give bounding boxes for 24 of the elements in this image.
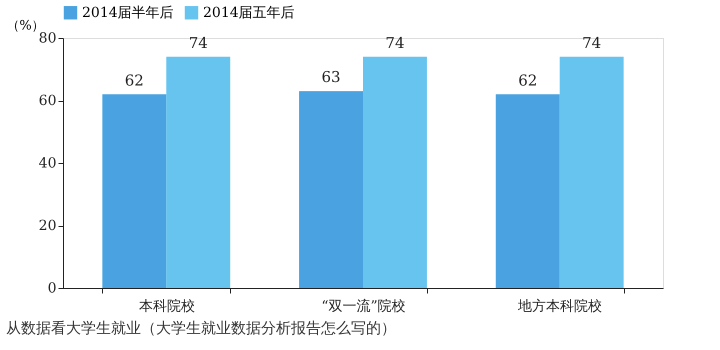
y-tick-label: 20 xyxy=(38,218,56,234)
bar xyxy=(102,94,166,288)
y-tick-label: 80 xyxy=(38,30,56,46)
data-label: 62 xyxy=(518,71,538,90)
legend-label: 2014届五年后 xyxy=(203,4,295,21)
bar xyxy=(363,56,427,288)
legend-label: 2014届半年后 xyxy=(82,4,174,21)
bar xyxy=(166,56,230,288)
x-tick-label: “双一流”院校 xyxy=(321,298,406,314)
data-label: 74 xyxy=(582,34,602,52)
x-tick-label: 地方本科院校 xyxy=(517,298,602,314)
y-tick-label: 0 xyxy=(48,280,56,296)
data-label: 74 xyxy=(188,34,208,52)
data-label: 74 xyxy=(385,34,405,52)
bar xyxy=(496,94,560,288)
y-tick-label: 40 xyxy=(38,156,56,172)
bar xyxy=(299,91,363,288)
data-label: 62 xyxy=(124,71,144,90)
y-tick-label: 60 xyxy=(38,93,56,109)
data-label: 63 xyxy=(321,68,341,86)
text: 从数据看大学生就业（大学生就业数据分析报告怎么写的） xyxy=(6,319,396,337)
bar xyxy=(560,56,624,288)
x-tick-label: 本科院校 xyxy=(138,298,195,314)
y-axis-title: （%） xyxy=(6,18,45,34)
